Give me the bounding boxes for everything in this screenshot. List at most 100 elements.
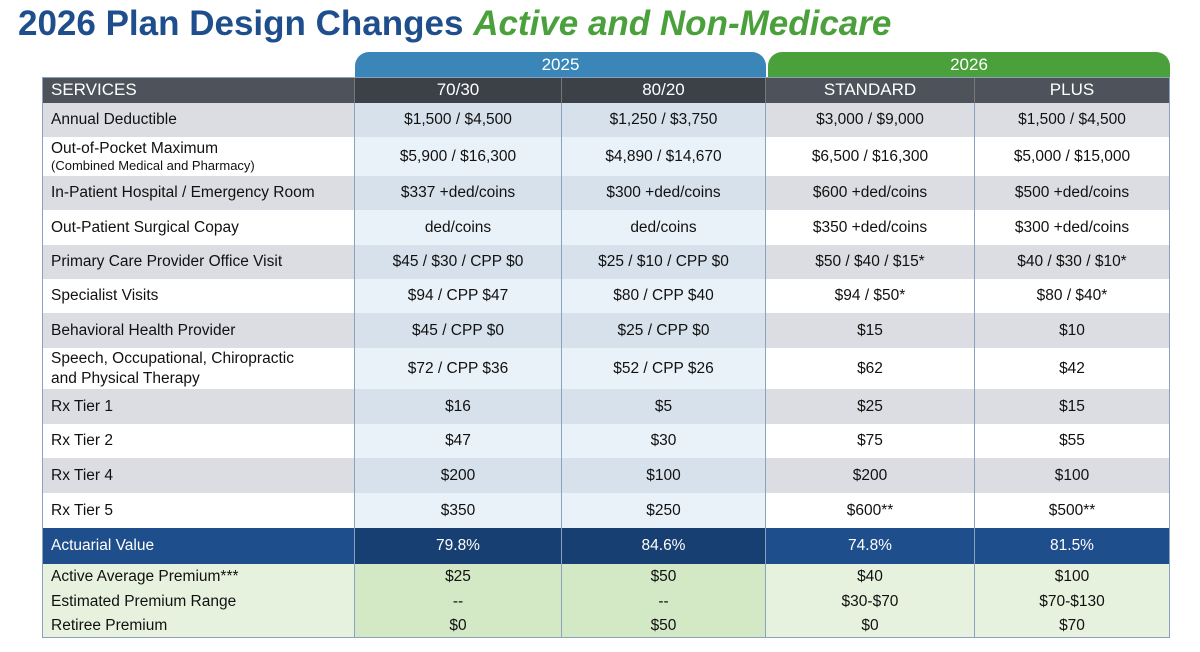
row-label: Rx Tier 5 [42, 493, 355, 528]
row-cell: ded/coins [355, 210, 562, 245]
row-cell: $94 / $50* [766, 279, 975, 313]
summary-row-cell: 81.5% [975, 528, 1170, 564]
row-cell: $62 [766, 348, 975, 389]
label: Actuarial Value [51, 537, 155, 555]
label: Retiree Premium [51, 617, 168, 635]
row-label: Behavioral Health Provider [42, 313, 355, 348]
row-cell: $25 / $10 / CPP $0 [562, 245, 766, 279]
row-label: Specialist Visits [42, 279, 355, 313]
premium-row-label: Active Average Premium*** [42, 564, 355, 589]
row-cell: $100 [562, 458, 766, 493]
row-cell: $1,500 / $4,500 [355, 103, 562, 137]
title-sub: Active and Non-Medicare [473, 4, 892, 43]
summary-row-cell: 74.8% [766, 528, 975, 564]
title-main: 2026 Plan Design Changes [18, 4, 464, 43]
summary-row-cell: 79.8% [355, 528, 562, 564]
row-cell: $80 / CPP $40 [562, 279, 766, 313]
row-cell: ded/coins [562, 210, 766, 245]
row-label: In-Patient Hospital / Emergency Room [42, 176, 355, 210]
column-header: PLUS [975, 77, 1170, 103]
row-cell: $15 [975, 389, 1170, 424]
row-cell: $300 +ded/coins [562, 176, 766, 210]
row-cell: $600** [766, 493, 975, 528]
row-cell: $5,900 / $16,300 [355, 137, 562, 176]
label: Speech, Occupational, Chiropractic [51, 350, 294, 368]
row-cell: $55 [975, 424, 1170, 458]
row-cell: $47 [355, 424, 562, 458]
row-cell: $250 [562, 493, 766, 528]
row-cell: $80 / $40* [975, 279, 1170, 313]
row-label: Out-Patient Surgical Copay [42, 210, 355, 245]
row-cell: $5,000 / $15,000 [975, 137, 1170, 176]
row-cell: $3,000 / $9,000 [766, 103, 975, 137]
row-cell: $45 / $30 / CPP $0 [355, 245, 562, 279]
row-cell: $42 [975, 348, 1170, 389]
label: Out-Patient Surgical Copay [51, 218, 239, 236]
row-cell: $337 +ded/coins [355, 176, 562, 210]
row-label: Primary Care Provider Office Visit [42, 245, 355, 279]
row-cell: $6,500 / $16,300 [766, 137, 975, 176]
premium-row-cell: -- [562, 589, 766, 614]
row-cell: $15 [766, 313, 975, 348]
label: Annual Deductible [51, 111, 177, 129]
row-cell: $52 / CPP $26 [562, 348, 766, 389]
group-header: 2025 [355, 52, 766, 77]
row-label: Rx Tier 4 [42, 458, 355, 493]
label-note: (Combined Medical and Pharmacy) [51, 158, 255, 174]
row-cell: $50 / $40 / $15* [766, 245, 975, 279]
column-header: SERVICES [42, 77, 355, 103]
row-cell: $25 / CPP $0 [562, 313, 766, 348]
label: Active Average Premium*** [51, 567, 239, 585]
label: Estimated Premium Range [51, 592, 237, 610]
label: In-Patient Hospital / Emergency Room [51, 184, 315, 202]
premium-row-cell: $50 [562, 614, 766, 638]
summary-row-cell: 84.6% [562, 528, 766, 564]
row-cell: $500** [975, 493, 1170, 528]
row-label: Rx Tier 1 [42, 389, 355, 424]
row-label: Rx Tier 2 [42, 424, 355, 458]
row-cell: $10 [975, 313, 1170, 348]
row-label: Speech, Occupational, Chiropractic and Ph… [42, 348, 355, 389]
row-cell: $1,500 / $4,500 [975, 103, 1170, 137]
row-cell: $40 / $30 / $10* [975, 245, 1170, 279]
summary-row-label: Actuarial Value [42, 528, 355, 564]
group-header: 2026 [768, 52, 1170, 77]
premium-row-cell: $50 [562, 564, 766, 589]
premium-row-cell: $0 [355, 614, 562, 638]
row-cell: $500 +ded/coins [975, 176, 1170, 210]
row-label: Out-of-Pocket Maximum (Combined Medical a… [42, 137, 355, 176]
premium-row-cell: $70-$130 [975, 589, 1170, 614]
label: Rx Tier 2 [51, 432, 114, 450]
premium-row-label: Estimated Premium Range [42, 589, 355, 614]
premium-row-cell: $25 [355, 564, 562, 589]
premium-row-cell: -- [355, 589, 562, 614]
premium-row-cell: $0 [766, 614, 975, 638]
row-cell: $45 / CPP $0 [355, 313, 562, 348]
row-cell: $1,250 / $3,750 [562, 103, 766, 137]
label: Behavioral Health Provider [51, 321, 236, 339]
row-cell: $72 / CPP $36 [355, 348, 562, 389]
row-label: Annual Deductible [42, 103, 355, 137]
premium-row-cell: $30-$70 [766, 589, 975, 614]
premium-row-cell: $70 [975, 614, 1170, 638]
row-cell: $16 [355, 389, 562, 424]
title: 2026 Plan Design Changes Active and Non-… [18, 4, 891, 44]
row-cell: $350 +ded/coins [766, 210, 975, 245]
label: Specialist Visits [51, 287, 159, 305]
label: Rx Tier 4 [51, 466, 114, 484]
row-cell: $200 [766, 458, 975, 493]
row-cell: $200 [355, 458, 562, 493]
label-note: and Physical Therapy [51, 369, 200, 387]
row-cell: $30 [562, 424, 766, 458]
premium-row-cell: $100 [975, 564, 1170, 589]
label: Rx Tier 1 [51, 397, 114, 415]
row-cell: $75 [766, 424, 975, 458]
row-cell: $94 / CPP $47 [355, 279, 562, 313]
premium-row-label: Retiree Premium [42, 614, 355, 638]
column-header: 70/30 [355, 77, 562, 103]
label: Primary Care Provider Office Visit [51, 253, 283, 271]
row-cell: $5 [562, 389, 766, 424]
column-header: 80/20 [562, 77, 766, 103]
row-cell: $4,890 / $14,670 [562, 137, 766, 176]
